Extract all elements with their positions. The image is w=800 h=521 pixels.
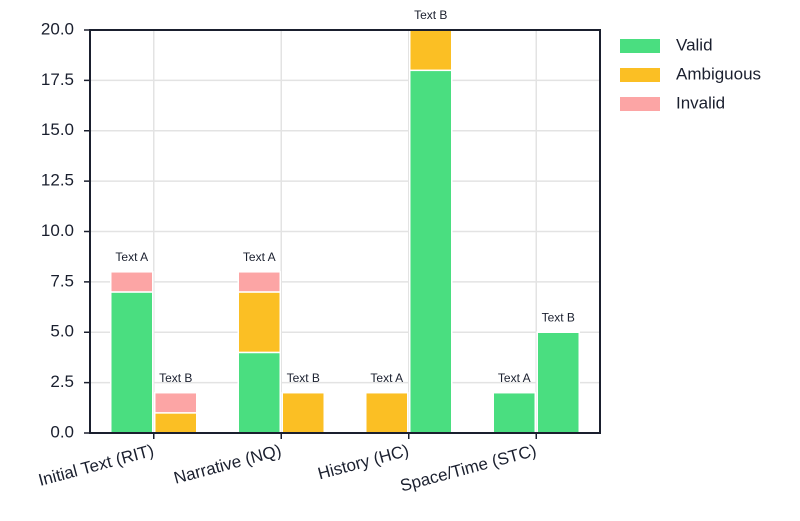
x-tick-label: History (HC) bbox=[316, 441, 411, 484]
bar-segment bbox=[237, 351, 281, 433]
bar-segment bbox=[536, 331, 580, 433]
x-tick-label: Initial Text (RIT) bbox=[36, 441, 156, 490]
bar-group-label: Text B bbox=[159, 371, 192, 385]
y-tick-label: 12.5 bbox=[41, 171, 74, 190]
legend-swatch bbox=[620, 68, 660, 82]
y-tick-label: 10.0 bbox=[41, 221, 74, 240]
bar-segment bbox=[237, 271, 281, 293]
legend-swatch bbox=[620, 39, 660, 53]
plot-border bbox=[89, 29, 601, 434]
y-tick-label: 20.0 bbox=[41, 19, 74, 38]
bar-segment bbox=[365, 391, 409, 433]
bar-segment bbox=[154, 391, 198, 414]
bar-segment bbox=[281, 391, 325, 433]
bar-group-label: Text B bbox=[414, 8, 447, 22]
bar-group-label: Text A bbox=[243, 250, 276, 264]
bar-segment bbox=[154, 412, 198, 433]
bar-segment bbox=[110, 291, 154, 433]
y-tick-label: 2.5 bbox=[50, 372, 74, 391]
y-tick-label: 5.0 bbox=[50, 322, 74, 341]
y-tick-label: 0.0 bbox=[50, 422, 74, 441]
bar-segment bbox=[409, 69, 453, 433]
bars bbox=[110, 30, 580, 433]
bar-group-label: Text A bbox=[115, 250, 148, 264]
y-tick-label: 17.5 bbox=[41, 70, 74, 89]
x-tick-label: Narrative (NQ) bbox=[172, 441, 284, 488]
bar-group-label: Text B bbox=[542, 310, 575, 324]
legend-label: Invalid bbox=[676, 93, 725, 112]
bar-group-label: Text B bbox=[287, 371, 320, 385]
bar-segment bbox=[237, 291, 281, 354]
legend-label: Ambiguous bbox=[676, 64, 761, 83]
legend-swatch bbox=[620, 97, 660, 111]
x-tick-label: Space/Time (STC) bbox=[398, 441, 538, 496]
bar-segment bbox=[492, 391, 536, 433]
y-tick-label: 15.0 bbox=[41, 120, 74, 139]
bar-group-label: Text A bbox=[370, 371, 403, 385]
bar-segment bbox=[110, 271, 154, 293]
bar-segment bbox=[409, 30, 453, 72]
legend-label: Valid bbox=[676, 35, 713, 54]
y-tick-label: 7.5 bbox=[50, 271, 74, 290]
bar-group-label: Text A bbox=[498, 371, 531, 385]
